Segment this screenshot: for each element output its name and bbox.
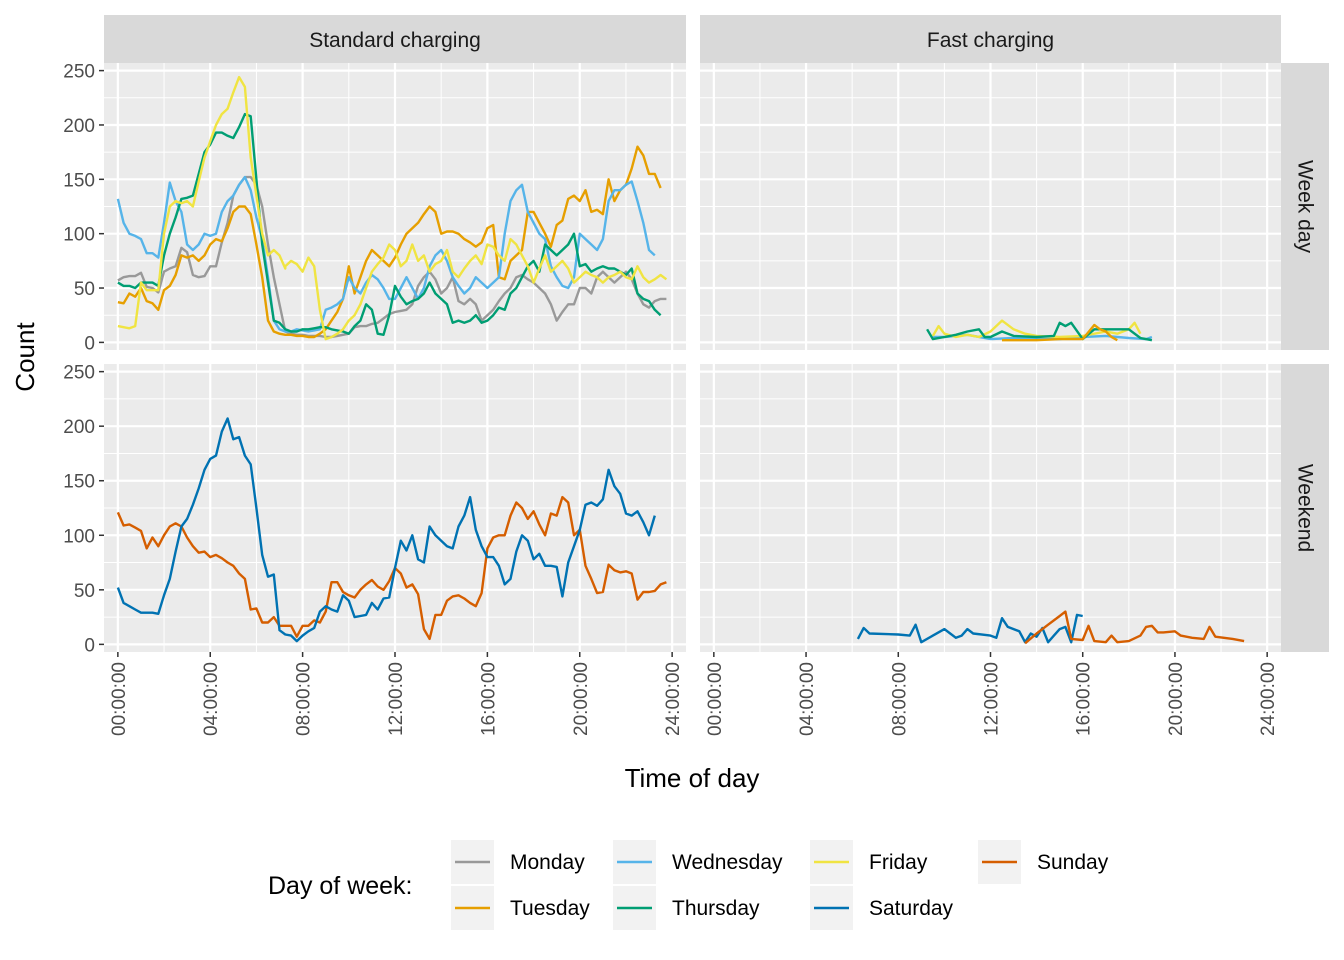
x-tick-label: 12:00:00 — [982, 662, 1003, 736]
series-line-saturday — [856, 613, 1083, 644]
strip-label-week-day: Week day — [1294, 160, 1317, 253]
legend-label: Tuesday — [510, 897, 590, 920]
y-tick-label: 200 — [63, 417, 95, 438]
x-tick-label: 00:00:00 — [705, 662, 726, 736]
y-tick-label: 250 — [63, 363, 95, 384]
y-tick-label: 50 — [74, 581, 95, 602]
x-tick-label: 24:00:00 — [1258, 662, 1279, 736]
y-tick-label: 0 — [84, 635, 95, 656]
y-tick-label: 200 — [63, 116, 95, 137]
legend-item-sunday: Sunday — [978, 840, 1109, 884]
x-tick-label: 24:00:00 — [663, 662, 684, 736]
legend-item-tuesday: Tuesday — [451, 886, 590, 930]
x-tick-label: 00:00:00 — [109, 662, 130, 736]
strip-label-standard-charging: Standard charging — [309, 29, 481, 52]
x-tick-label: 16:00:00 — [1074, 662, 1095, 736]
legend-label: Saturday — [869, 897, 954, 920]
x-axis-label: Time of day — [625, 763, 760, 793]
series-line-friday — [931, 319, 1142, 339]
y-tick-label: 100 — [63, 225, 95, 246]
legend-item-monday: Monday — [451, 840, 585, 884]
series-line-friday — [117, 75, 668, 341]
series-line-saturday — [116, 417, 656, 643]
strip-week-day — [1281, 63, 1329, 350]
x-tick-label: 16:00:00 — [478, 662, 499, 736]
series-line-tuesday — [1002, 323, 1118, 342]
strip-label-weekend: Weekend — [1294, 464, 1317, 552]
legend-label: Friday — [869, 851, 928, 874]
y-tick-label: 150 — [63, 170, 95, 191]
strip-weekend — [1281, 364, 1329, 652]
strip-fast-charging — [700, 15, 1281, 63]
panel-weekend-fast-charging: 00:00:00 04:00:00 08:00:00 12:00:00 16:00:00… — [700, 364, 1281, 736]
panels: Standard charging Fast charging Week day We… — [63, 15, 1329, 736]
legend-item-wednesday: Wednesday — [613, 840, 783, 884]
x-tick-label: 20:00:00 — [1166, 662, 1187, 736]
series-line-sunday — [1024, 610, 1245, 645]
y-tick-label: 150 — [63, 472, 95, 493]
legend-label: Wednesday — [672, 851, 783, 874]
y-tick-label: 100 — [63, 526, 95, 547]
x-tick-label: 20:00:00 — [571, 662, 592, 736]
x-tick-label: 12:00:00 — [386, 662, 407, 736]
legend-label: Sunday — [1037, 851, 1109, 874]
legend-item-thursday: Thursday — [613, 886, 760, 930]
panel-week-day-fast-charging — [700, 63, 1281, 350]
legend-item-friday: Friday — [810, 840, 928, 884]
series-line-tuesday — [117, 145, 662, 339]
y-tick-label: 250 — [63, 62, 95, 83]
y-axis-label: Count — [10, 322, 40, 392]
y-tick-label: 0 — [84, 333, 95, 354]
x-tick-label: 04:00:00 — [797, 662, 818, 736]
panel-week-day-standard-charging: 0 50 100 150 200 250 — [63, 62, 686, 354]
legend-title: Day of week: — [268, 872, 413, 900]
strip-label-fast-charging: Fast charging — [927, 29, 1054, 52]
y-tick-label: 50 — [74, 279, 95, 300]
legend: Day of week: Monday Tuesday Wednesday Thurs… — [268, 840, 1109, 930]
legend-item-saturday: Saturday — [810, 886, 954, 930]
series-line-sunday — [116, 495, 667, 641]
legend-label: Thursday — [672, 897, 760, 920]
x-tick-label: 08:00:00 — [294, 662, 315, 736]
series-line-monday — [117, 175, 667, 339]
panel-weekend-standard-charging: 0 50 100 150 200 250 00:00:00 04:00:00 08:00:00 1… — [63, 363, 686, 736]
series-line-wednesday — [116, 175, 656, 333]
strip-standard-charging — [104, 15, 686, 63]
x-tick-label: 04:00:00 — [201, 662, 222, 736]
legend-label: Monday — [510, 851, 585, 874]
x-tick-label: 08:00:00 — [889, 662, 910, 736]
